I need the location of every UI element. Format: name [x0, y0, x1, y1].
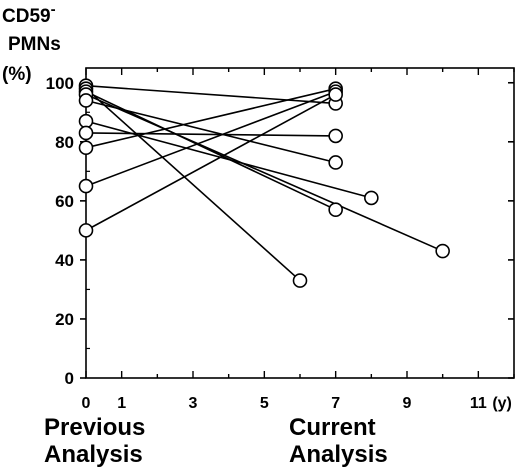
x-tick-label: 5	[260, 395, 269, 412]
x-tick-label: 9	[403, 395, 412, 412]
y-tick-label: 0	[65, 369, 74, 388]
data-point	[364, 190, 379, 206]
y-tick-label: 60	[55, 192, 74, 211]
series-line	[85, 84, 336, 105]
y-axis-label-line-3: (%)	[2, 64, 32, 85]
data-point	[78, 93, 94, 108]
group-labels: Previous Analysis Current Analysis	[44, 414, 388, 468]
data-point	[328, 202, 343, 218]
data-point	[78, 140, 94, 156]
y-axis: 0 20 40 60 80 100	[46, 74, 514, 388]
y-tick-label: 80	[55, 133, 74, 152]
x-tick-label: 11	[470, 395, 487, 412]
y-axis-label: CD59- PMNs (%)	[2, 1, 61, 85]
previous-label-line-2: Analysis	[44, 441, 143, 468]
y-tick-label: 40	[55, 251, 74, 270]
data-point	[328, 87, 343, 102]
x-tick-label: 3	[189, 395, 198, 412]
data-point	[292, 273, 308, 288]
y-axis-label-line-2: PMNs	[8, 34, 61, 55]
previous-label-line-1: Previous	[44, 414, 145, 441]
data-point	[435, 243, 450, 259]
series-line	[85, 93, 443, 252]
series-line	[85, 88, 301, 282]
series-line	[85, 132, 336, 137]
x-tick-label: 0	[82, 395, 91, 412]
current-label-line-2: Analysis	[289, 441, 388, 468]
series-line	[85, 90, 336, 187]
x-axis: 0 1 3 5 7 9 11 (y)	[82, 68, 515, 412]
data-point	[78, 223, 94, 238]
y-tick-label: 100	[46, 74, 74, 93]
x-tick-label: 1	[117, 395, 126, 412]
y-tick-label: 20	[55, 310, 74, 329]
x-tick-label: 7	[331, 395, 340, 412]
data-point	[78, 178, 94, 194]
current-label-line-1: Current	[289, 414, 376, 441]
series-line	[85, 93, 337, 232]
y-axis-label-line-1: CD59-	[2, 1, 56, 27]
series-group	[78, 78, 450, 288]
data-point	[78, 125, 94, 141]
x-axis-unit: (y)	[492, 395, 512, 412]
data-point	[328, 128, 343, 144]
data-point	[328, 155, 343, 170]
series-line	[85, 99, 336, 164]
series-line	[85, 87, 336, 149]
